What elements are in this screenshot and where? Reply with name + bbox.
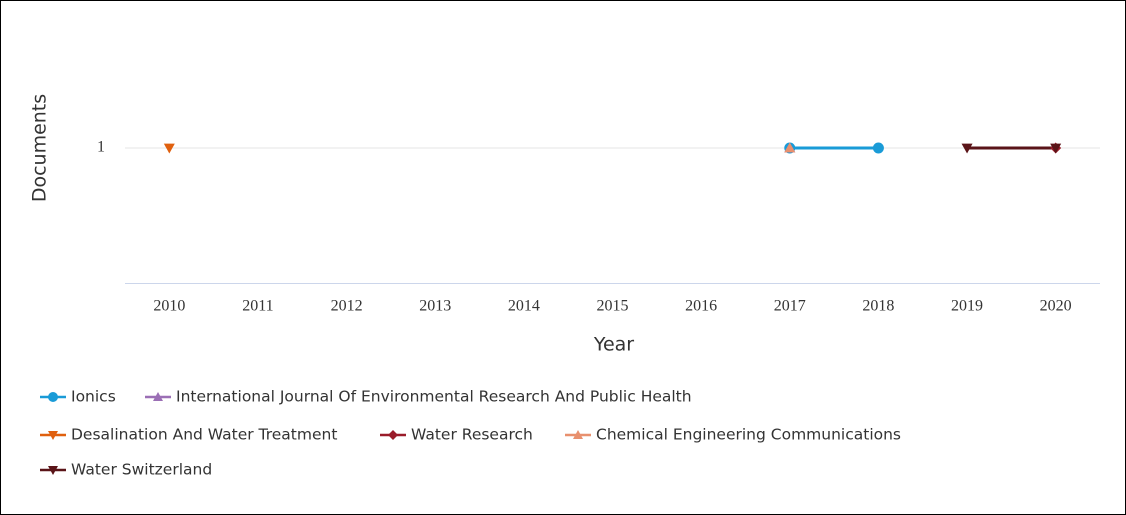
data-point xyxy=(872,142,884,154)
legend-marker xyxy=(48,431,58,440)
legend-marker xyxy=(388,430,398,440)
x-tick-label: 2013 xyxy=(419,298,451,315)
legend-label: Chemical Engineering Communications xyxy=(596,426,901,444)
x-axis-label: Year xyxy=(593,334,634,356)
data-point xyxy=(784,142,796,153)
x-tick-label: 2014 xyxy=(508,298,540,315)
x-tick-label: 2010 xyxy=(153,298,185,315)
x-tick-label: 2012 xyxy=(331,298,363,315)
x-tick-label: 2019 xyxy=(951,298,983,315)
data-point xyxy=(961,143,973,154)
legend-marker xyxy=(48,392,58,402)
data-point xyxy=(1050,143,1062,154)
legend-label: Water Switzerland xyxy=(71,461,212,479)
legend-marker xyxy=(153,392,163,401)
x-tick-label: 2018 xyxy=(862,298,894,315)
x-tick-label: 2020 xyxy=(1040,298,1072,315)
data-point xyxy=(163,143,175,154)
y-tick-label: 1 xyxy=(97,139,105,156)
legend-label: Water Research xyxy=(411,426,533,444)
x-tick-label: 2015 xyxy=(597,298,629,315)
legend-label: Ionics xyxy=(71,388,116,406)
legend-marker xyxy=(573,430,583,439)
legend-label: Desalination And Water Treatment xyxy=(71,426,337,444)
x-tick-label: 2017 xyxy=(774,298,806,315)
legend-marker xyxy=(48,466,58,475)
y-axis-label: Documents xyxy=(29,94,51,202)
x-tick-label: 2011 xyxy=(242,298,273,315)
legend-label: International Journal Of Environmental R… xyxy=(176,388,692,406)
x-tick-label: 2016 xyxy=(685,298,717,315)
